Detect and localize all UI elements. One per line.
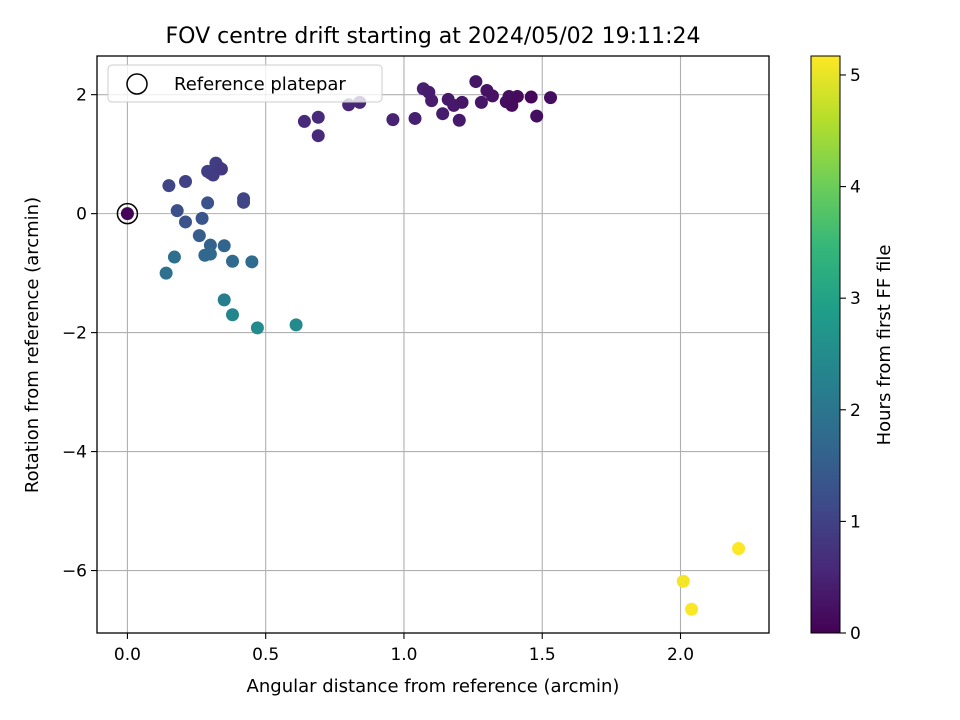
data-point <box>201 196 215 210</box>
data-point <box>436 107 450 121</box>
y-tick-label: −2 <box>62 324 87 344</box>
data-point <box>203 238 217 252</box>
data-point <box>178 215 192 229</box>
data-point <box>544 91 558 105</box>
data-point <box>226 254 240 268</box>
legend-box <box>107 64 383 103</box>
data-point <box>311 129 325 143</box>
data-point <box>485 89 499 103</box>
colorbar-label: Hours from first FF file <box>874 245 895 446</box>
data-point <box>192 229 206 243</box>
data-point <box>214 162 228 176</box>
colorbar-tick-label: 4 <box>850 178 861 198</box>
legend-label: Reference platepar <box>174 74 346 95</box>
data-point <box>162 179 176 193</box>
y-axis-label: Rotation from reference (arcmin) <box>22 197 43 493</box>
x-tick-label: 0.5 <box>252 645 279 665</box>
data-point <box>510 89 524 103</box>
y-tick-label: 2 <box>76 86 87 106</box>
legend: Reference platepar <box>107 64 383 103</box>
data-point <box>386 113 400 127</box>
x-tick-label: 0.0 <box>114 645 141 665</box>
data-point <box>425 94 439 108</box>
y-axis-ticks: −6 −4 −2 0 2 <box>62 86 97 582</box>
colorbar: 0 1 2 3 4 5 Hours from first FF file <box>810 55 895 644</box>
colorbar-ticks: 0 1 2 3 4 5 <box>840 66 861 644</box>
data-point <box>452 113 466 127</box>
x-tick-label: 1.0 <box>390 645 417 665</box>
colorbar-gradient <box>810 55 841 634</box>
x-axis-label: Angular distance from reference (arcmin) <box>247 676 620 697</box>
colorbar-tick-label: 5 <box>850 66 861 86</box>
grid-layer <box>97 56 769 633</box>
data-point <box>217 293 231 307</box>
data-point <box>167 250 181 264</box>
data-point <box>311 110 325 124</box>
x-axis-ticks: 0.0 0.5 1.0 1.5 2.0 <box>114 633 694 665</box>
data-point <box>250 321 264 335</box>
chart-title: FOV centre drift starting at 2024/05/02 … <box>166 24 701 49</box>
data-point <box>245 255 259 269</box>
data-point <box>469 75 483 89</box>
data-point <box>203 247 217 261</box>
plot-area-frame <box>96 55 770 634</box>
data-point <box>685 602 699 616</box>
colorbar-tick-label: 3 <box>850 289 861 309</box>
y-tick-label: −4 <box>62 443 87 463</box>
legend-reference-marker <box>126 73 148 95</box>
data-point <box>297 114 311 128</box>
data-point <box>408 111 422 125</box>
data-point <box>159 266 173 280</box>
data-point <box>289 318 303 332</box>
x-tick-label: 1.5 <box>529 645 556 665</box>
colorbar-tick-label: 0 <box>850 624 861 644</box>
data-point <box>455 95 469 109</box>
points-layer <box>116 75 746 616</box>
data-point <box>217 239 231 253</box>
data-point <box>170 204 184 218</box>
reference-platepar-marker <box>116 202 139 225</box>
data-point <box>195 211 209 225</box>
data-point <box>530 109 544 123</box>
data-point <box>524 90 538 104</box>
data-point <box>178 175 192 189</box>
data-point <box>732 542 746 556</box>
y-tick-label: 0 <box>76 205 87 225</box>
data-point <box>237 195 251 209</box>
data-point <box>120 207 134 221</box>
data-point <box>474 95 488 109</box>
colorbar-tick-label: 2 <box>850 401 861 421</box>
x-tick-label: 2.0 <box>667 645 694 665</box>
colorbar-tick-label: 1 <box>850 512 861 532</box>
data-point <box>676 574 690 588</box>
data-point <box>226 308 240 322</box>
y-tick-label: −6 <box>62 562 87 582</box>
